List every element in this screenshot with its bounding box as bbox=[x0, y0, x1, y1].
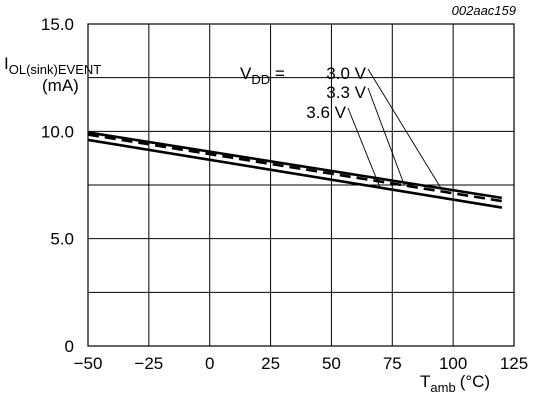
vdd-symbol: V bbox=[240, 64, 252, 83]
series-line-2 bbox=[87, 133, 503, 203]
y-tick-label: 15.0 bbox=[41, 15, 74, 34]
x-tick-label: 0 bbox=[205, 354, 214, 373]
series-label-2: 3.3 V bbox=[326, 83, 366, 102]
series-annotation-prefix: VDD = bbox=[240, 64, 285, 87]
x-axis-label-main: T bbox=[420, 372, 430, 391]
y-tick-label: 0 bbox=[65, 337, 74, 356]
series-leader-line-1 bbox=[367, 68, 442, 189]
x-axis-label: Tamb (°C) bbox=[420, 372, 490, 395]
x-axis-label-subscript: amb bbox=[430, 380, 455, 395]
y-axis-label-subscript: OL(sink)EVENT bbox=[9, 62, 102, 77]
series-leader-line-3 bbox=[347, 107, 381, 188]
annotation-layer: 3.0 V3.3 V3.6 V bbox=[306, 64, 442, 189]
plot-frame bbox=[87, 23, 515, 347]
x-tick-label: 50 bbox=[322, 354, 341, 373]
series-label-1: 3.0 V bbox=[326, 64, 366, 83]
series-line-1 bbox=[87, 131, 503, 200]
x-tick-label: −25 bbox=[134, 354, 163, 373]
x-tick-label: −50 bbox=[74, 354, 103, 373]
vdd-equals: = bbox=[270, 64, 285, 83]
x-tick-label: 100 bbox=[439, 354, 467, 373]
series-layer bbox=[87, 131, 503, 209]
y-axis-label-main: I bbox=[4, 54, 9, 73]
y-tick-label: 5.0 bbox=[50, 230, 74, 249]
series-label-3: 3.6 V bbox=[306, 103, 346, 122]
x-tick-label: 25 bbox=[261, 354, 280, 373]
y-axis-label: IOL(sink)EVENT bbox=[4, 54, 101, 77]
grid-layer bbox=[88, 24, 514, 346]
tick-label-layer: −50 −25 0 25 50 75 100 125 0 5.0 10.0 15.0 bbox=[41, 15, 528, 373]
series-line-3 bbox=[87, 138, 503, 209]
y-tick-label: 10.0 bbox=[41, 122, 74, 141]
figure-id-label: 002aac159 bbox=[452, 3, 516, 18]
x-tick-label: 75 bbox=[383, 354, 402, 373]
y-axis-unit: (mA) bbox=[42, 76, 79, 95]
vdd-subscript: DD bbox=[251, 72, 270, 87]
series-leader-line-2 bbox=[367, 87, 405, 186]
x-tick-label: 125 bbox=[500, 354, 528, 373]
x-axis-label-unit: (°C) bbox=[460, 372, 490, 391]
